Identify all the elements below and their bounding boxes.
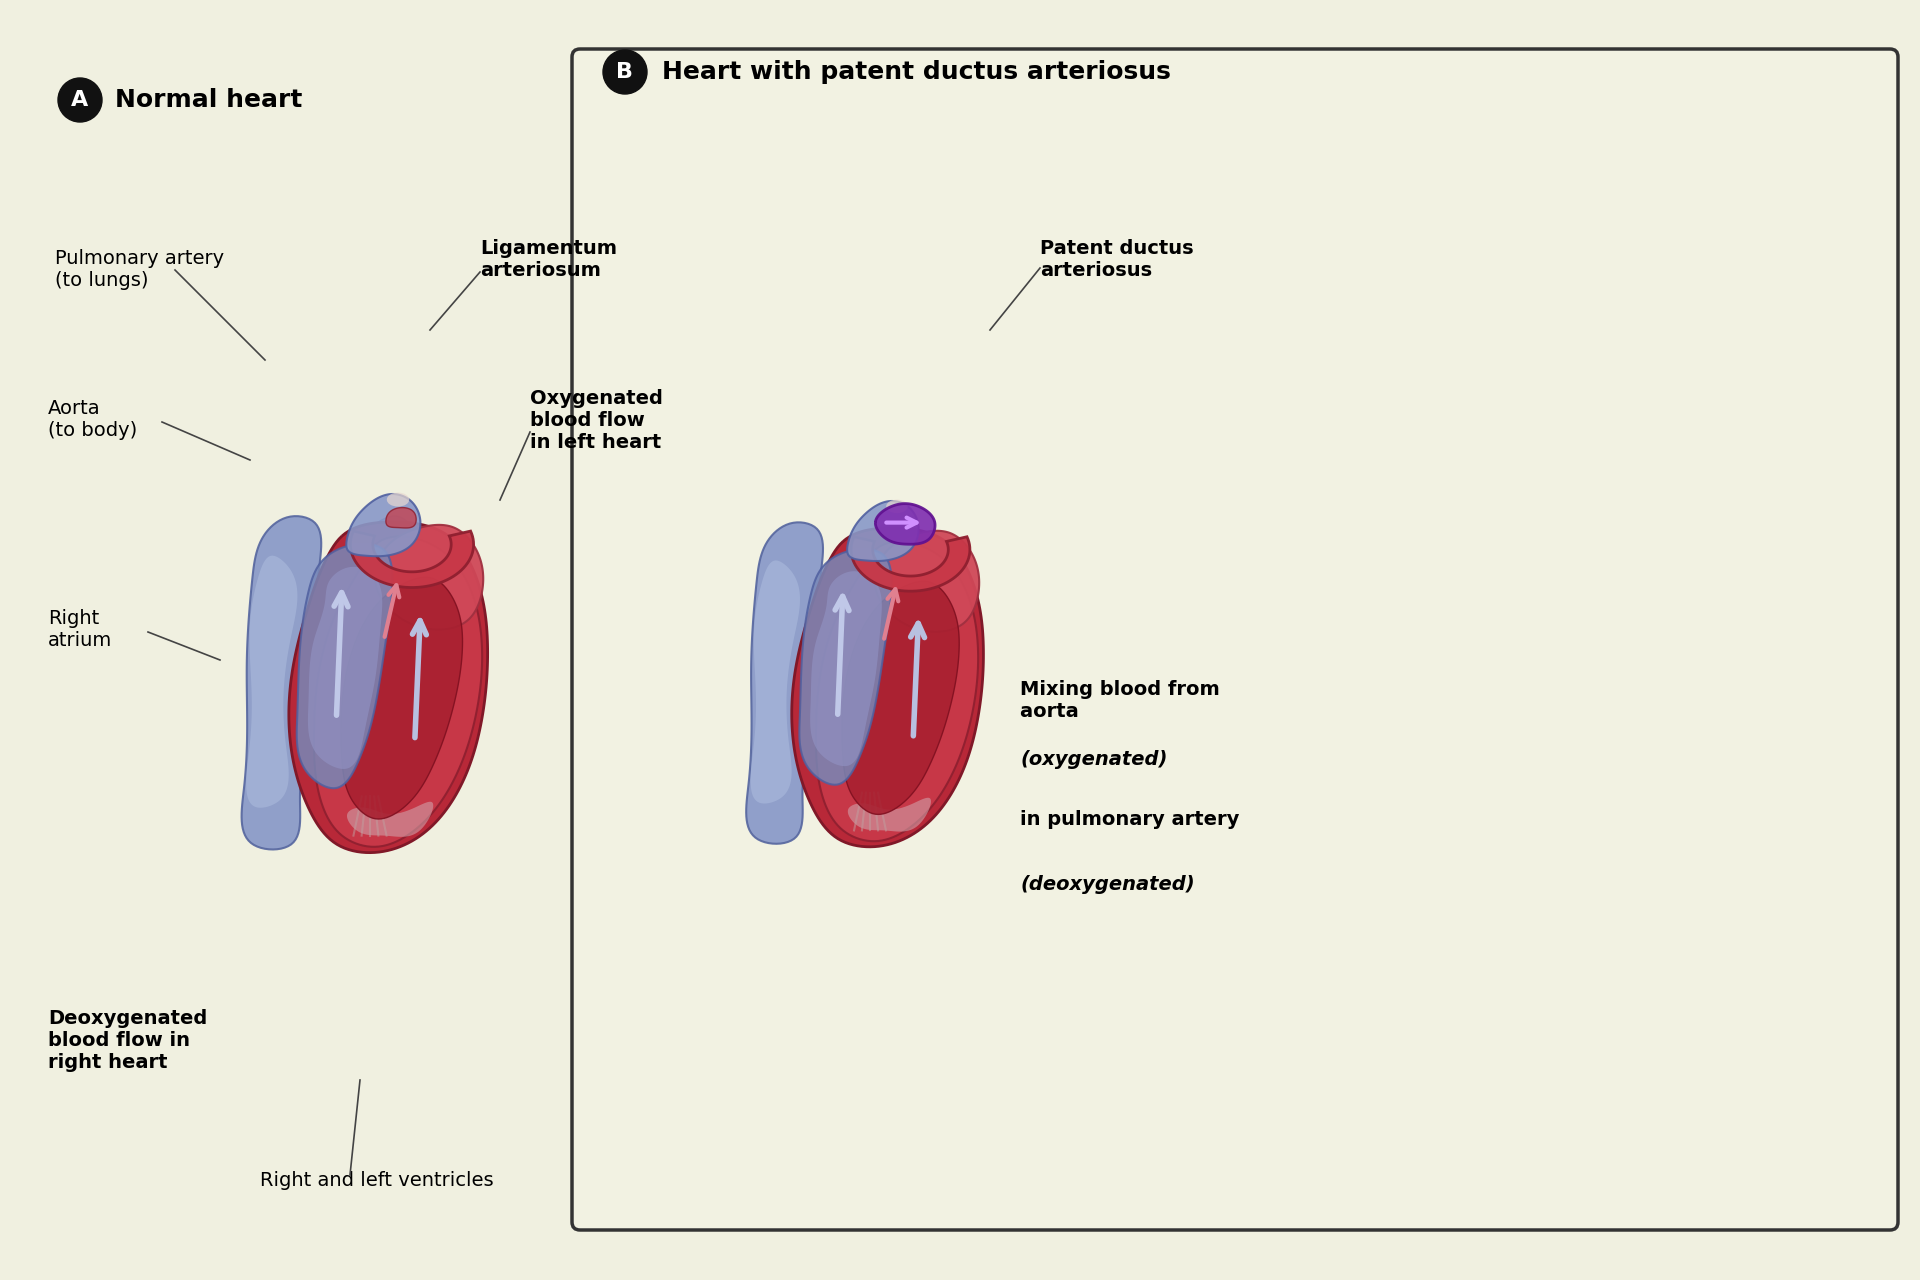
Text: Ligamentum
arteriosum: Ligamentum arteriosum [480, 239, 616, 280]
Polygon shape [298, 544, 392, 788]
Polygon shape [843, 581, 960, 814]
Polygon shape [843, 522, 920, 609]
Polygon shape [876, 503, 935, 544]
Text: in pulmonary artery: in pulmonary artery [1020, 810, 1240, 829]
Polygon shape [288, 522, 488, 852]
Text: (deoxygenated): (deoxygenated) [1020, 876, 1194, 893]
Text: Aorta
(to body): Aorta (to body) [48, 399, 136, 440]
Polygon shape [315, 536, 482, 847]
Polygon shape [342, 577, 463, 819]
Text: Mixing blood from
aorta: Mixing blood from aorta [1020, 680, 1219, 721]
Ellipse shape [386, 493, 409, 507]
Polygon shape [747, 522, 824, 844]
Polygon shape [849, 797, 931, 832]
Polygon shape [876, 531, 979, 631]
Polygon shape [342, 516, 420, 605]
Polygon shape [799, 549, 891, 785]
Polygon shape [348, 801, 434, 837]
Polygon shape [374, 525, 484, 630]
Polygon shape [351, 531, 474, 588]
Polygon shape [751, 561, 801, 804]
Circle shape [58, 78, 102, 122]
Ellipse shape [887, 499, 908, 513]
Text: Oxygenated
blood flow
in left heart: Oxygenated blood flow in left heart [530, 389, 662, 452]
Text: B: B [616, 61, 634, 82]
Text: Heart with patent ductus arteriosus: Heart with patent ductus arteriosus [662, 60, 1171, 84]
Text: (oxygenated): (oxygenated) [1020, 750, 1167, 769]
Text: Pulmonary artery
(to lungs): Pulmonary artery (to lungs) [56, 250, 225, 291]
FancyBboxPatch shape [572, 49, 1899, 1230]
Text: Normal heart: Normal heart [115, 88, 301, 111]
Polygon shape [307, 567, 382, 769]
Polygon shape [242, 516, 321, 850]
Polygon shape [346, 494, 420, 557]
Polygon shape [851, 536, 970, 591]
Text: Patent ductus
arteriosus: Patent ductus arteriosus [1041, 239, 1194, 280]
Text: Right and left ventricles: Right and left ventricles [259, 1170, 493, 1189]
Polygon shape [386, 508, 417, 527]
Circle shape [603, 50, 647, 93]
Polygon shape [816, 541, 977, 841]
Polygon shape [810, 571, 881, 767]
Polygon shape [246, 556, 298, 808]
Text: A: A [71, 90, 88, 110]
Text: Right
atrium: Right atrium [48, 609, 111, 650]
Polygon shape [847, 500, 918, 561]
Text: Deoxygenated
blood flow in
right heart: Deoxygenated blood flow in right heart [48, 1009, 207, 1071]
Polygon shape [791, 529, 983, 847]
